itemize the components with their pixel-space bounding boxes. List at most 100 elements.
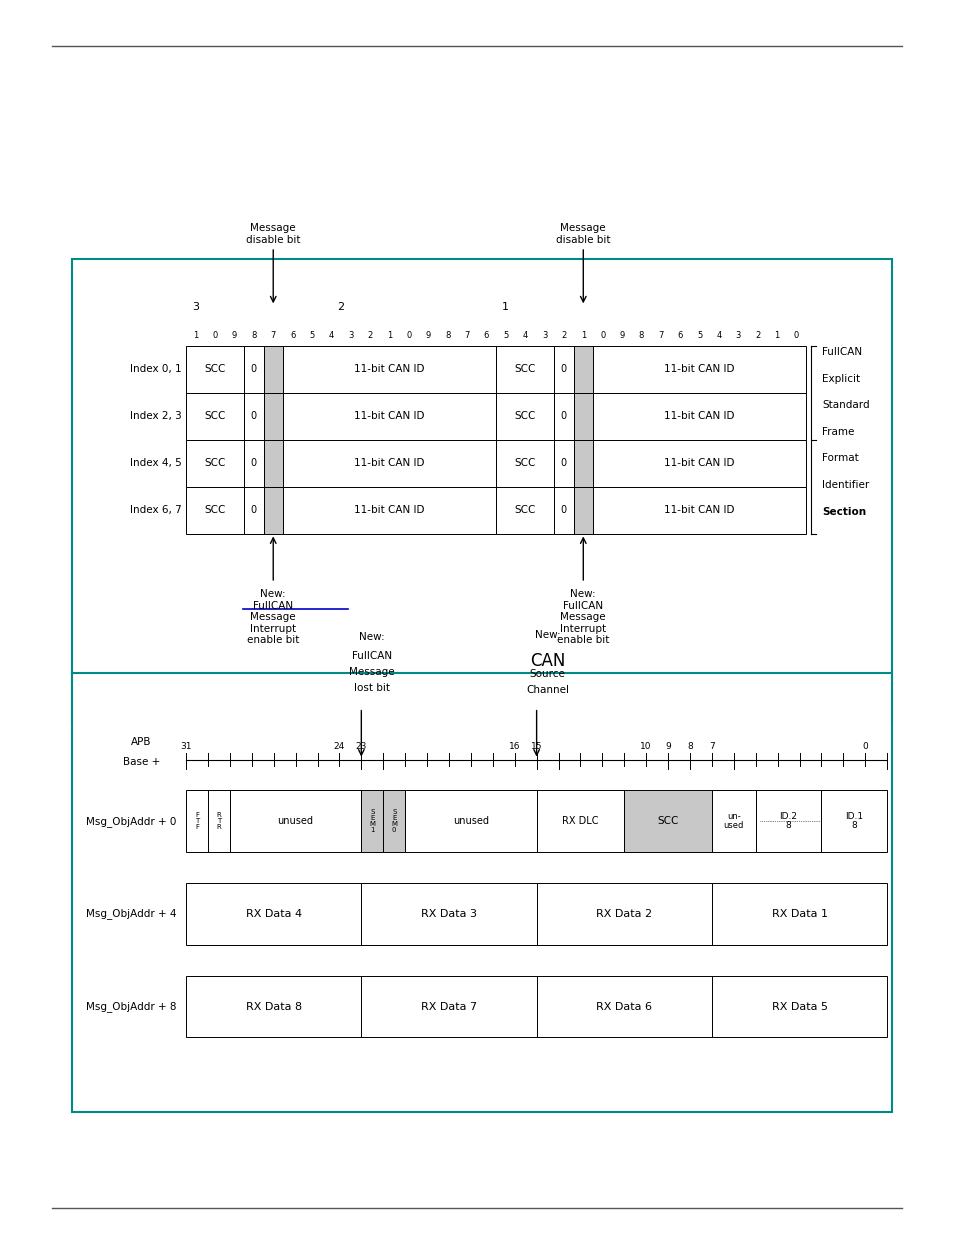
Text: 8: 8 <box>444 331 450 340</box>
Text: 11-bit CAN ID: 11-bit CAN ID <box>354 364 424 374</box>
Text: Format: Format <box>821 453 859 463</box>
Text: 8: 8 <box>639 331 643 340</box>
Bar <box>573 440 593 487</box>
Text: 1: 1 <box>387 331 392 340</box>
Text: 7: 7 <box>271 331 275 340</box>
Bar <box>283 346 496 393</box>
Text: 4: 4 <box>522 331 527 340</box>
Bar <box>554 440 573 487</box>
Text: Msg_ObjAddr + 0: Msg_ObjAddr + 0 <box>86 816 176 826</box>
Bar <box>755 790 821 852</box>
Text: 6: 6 <box>677 331 682 340</box>
Bar <box>554 393 573 440</box>
Text: 0: 0 <box>251 505 256 515</box>
Text: 1: 1 <box>580 331 585 340</box>
Text: Index 6, 7: Index 6, 7 <box>130 505 181 515</box>
Bar <box>71 259 891 722</box>
Bar <box>244 440 263 487</box>
Text: 5: 5 <box>697 331 701 340</box>
Text: 7: 7 <box>658 331 662 340</box>
Bar <box>573 487 593 534</box>
Text: 8: 8 <box>251 331 256 340</box>
Bar <box>263 487 283 534</box>
Text: Msg_ObjAddr + 4: Msg_ObjAddr + 4 <box>86 909 176 919</box>
Bar <box>186 440 244 487</box>
Text: 2: 2 <box>560 331 566 340</box>
Text: 15: 15 <box>530 742 542 751</box>
Bar <box>536 976 711 1037</box>
Text: SCC: SCC <box>204 505 226 515</box>
Text: CAN: CAN <box>529 652 565 671</box>
Text: FullCAN: FullCAN <box>352 651 392 661</box>
Text: RX DLC: RX DLC <box>561 816 598 826</box>
Text: 2: 2 <box>337 303 344 312</box>
Bar <box>283 440 496 487</box>
Text: ID.2
8: ID.2 8 <box>779 813 797 830</box>
Bar <box>536 883 711 945</box>
Bar <box>496 393 554 440</box>
Text: RX Data 2: RX Data 2 <box>596 909 652 919</box>
Bar <box>263 346 283 393</box>
Text: SCC: SCC <box>514 458 536 468</box>
Text: SCC: SCC <box>514 411 536 421</box>
Text: 5: 5 <box>309 331 314 340</box>
Text: F
T
F: F T F <box>194 813 199 830</box>
Bar <box>496 440 554 487</box>
Text: SCC: SCC <box>204 458 226 468</box>
Text: Source: Source <box>529 669 565 679</box>
Text: ID.1
8: ID.1 8 <box>844 813 862 830</box>
Text: 6: 6 <box>290 331 295 340</box>
Text: un-
used: un- used <box>723 813 743 830</box>
Text: 2: 2 <box>367 331 373 340</box>
Text: 16: 16 <box>509 742 520 751</box>
Bar <box>71 673 891 1112</box>
Text: 9: 9 <box>425 331 431 340</box>
Text: 10: 10 <box>639 742 651 751</box>
Bar <box>593 440 805 487</box>
Text: RX Data 6: RX Data 6 <box>596 1002 652 1011</box>
Text: RX Data 7: RX Data 7 <box>420 1002 476 1011</box>
Text: 7: 7 <box>464 331 469 340</box>
Text: New:
FullCAN
Message
Interrupt
enable bit: New: FullCAN Message Interrupt enable bi… <box>247 589 299 646</box>
Bar <box>186 883 361 945</box>
Bar <box>711 790 755 852</box>
Text: 24: 24 <box>334 742 345 751</box>
Text: lost bit: lost bit <box>354 683 390 693</box>
Bar <box>186 790 208 852</box>
Text: 4: 4 <box>329 331 334 340</box>
Bar <box>496 346 554 393</box>
Text: S
E
M
1: S E M 1 <box>369 809 375 834</box>
Text: Standard: Standard <box>821 400 869 410</box>
Text: APB: APB <box>131 737 152 747</box>
Text: 0: 0 <box>251 458 256 468</box>
Text: Index 0, 1: Index 0, 1 <box>130 364 181 374</box>
Text: S
E
M
0: S E M 0 <box>391 809 396 834</box>
Bar <box>361 883 536 945</box>
Text: SCC: SCC <box>204 364 226 374</box>
Text: SCC: SCC <box>204 411 226 421</box>
Text: 3: 3 <box>735 331 740 340</box>
Text: RX Data 4: RX Data 4 <box>245 909 301 919</box>
Bar <box>263 393 283 440</box>
Bar <box>208 790 230 852</box>
Bar <box>593 393 805 440</box>
Text: 0: 0 <box>560 411 566 421</box>
Text: SCC: SCC <box>514 505 536 515</box>
Text: 0: 0 <box>213 331 217 340</box>
Text: Section: Section <box>821 506 865 516</box>
Text: New:
FullCAN
Message
Interrupt
enable bit: New: FullCAN Message Interrupt enable bi… <box>557 589 609 646</box>
Bar <box>244 393 263 440</box>
Text: 3: 3 <box>192 303 199 312</box>
Text: 11-bit CAN ID: 11-bit CAN ID <box>354 458 424 468</box>
Bar <box>230 790 361 852</box>
Bar <box>821 790 886 852</box>
Text: RX Data 3: RX Data 3 <box>420 909 476 919</box>
Text: 8: 8 <box>686 742 692 751</box>
Text: R
T
R: R T R <box>216 813 221 830</box>
Text: 31: 31 <box>180 742 192 751</box>
Text: 0: 0 <box>560 505 566 515</box>
Text: 6: 6 <box>483 331 489 340</box>
Bar <box>496 487 554 534</box>
Bar <box>383 790 405 852</box>
Text: New:: New: <box>359 632 385 642</box>
